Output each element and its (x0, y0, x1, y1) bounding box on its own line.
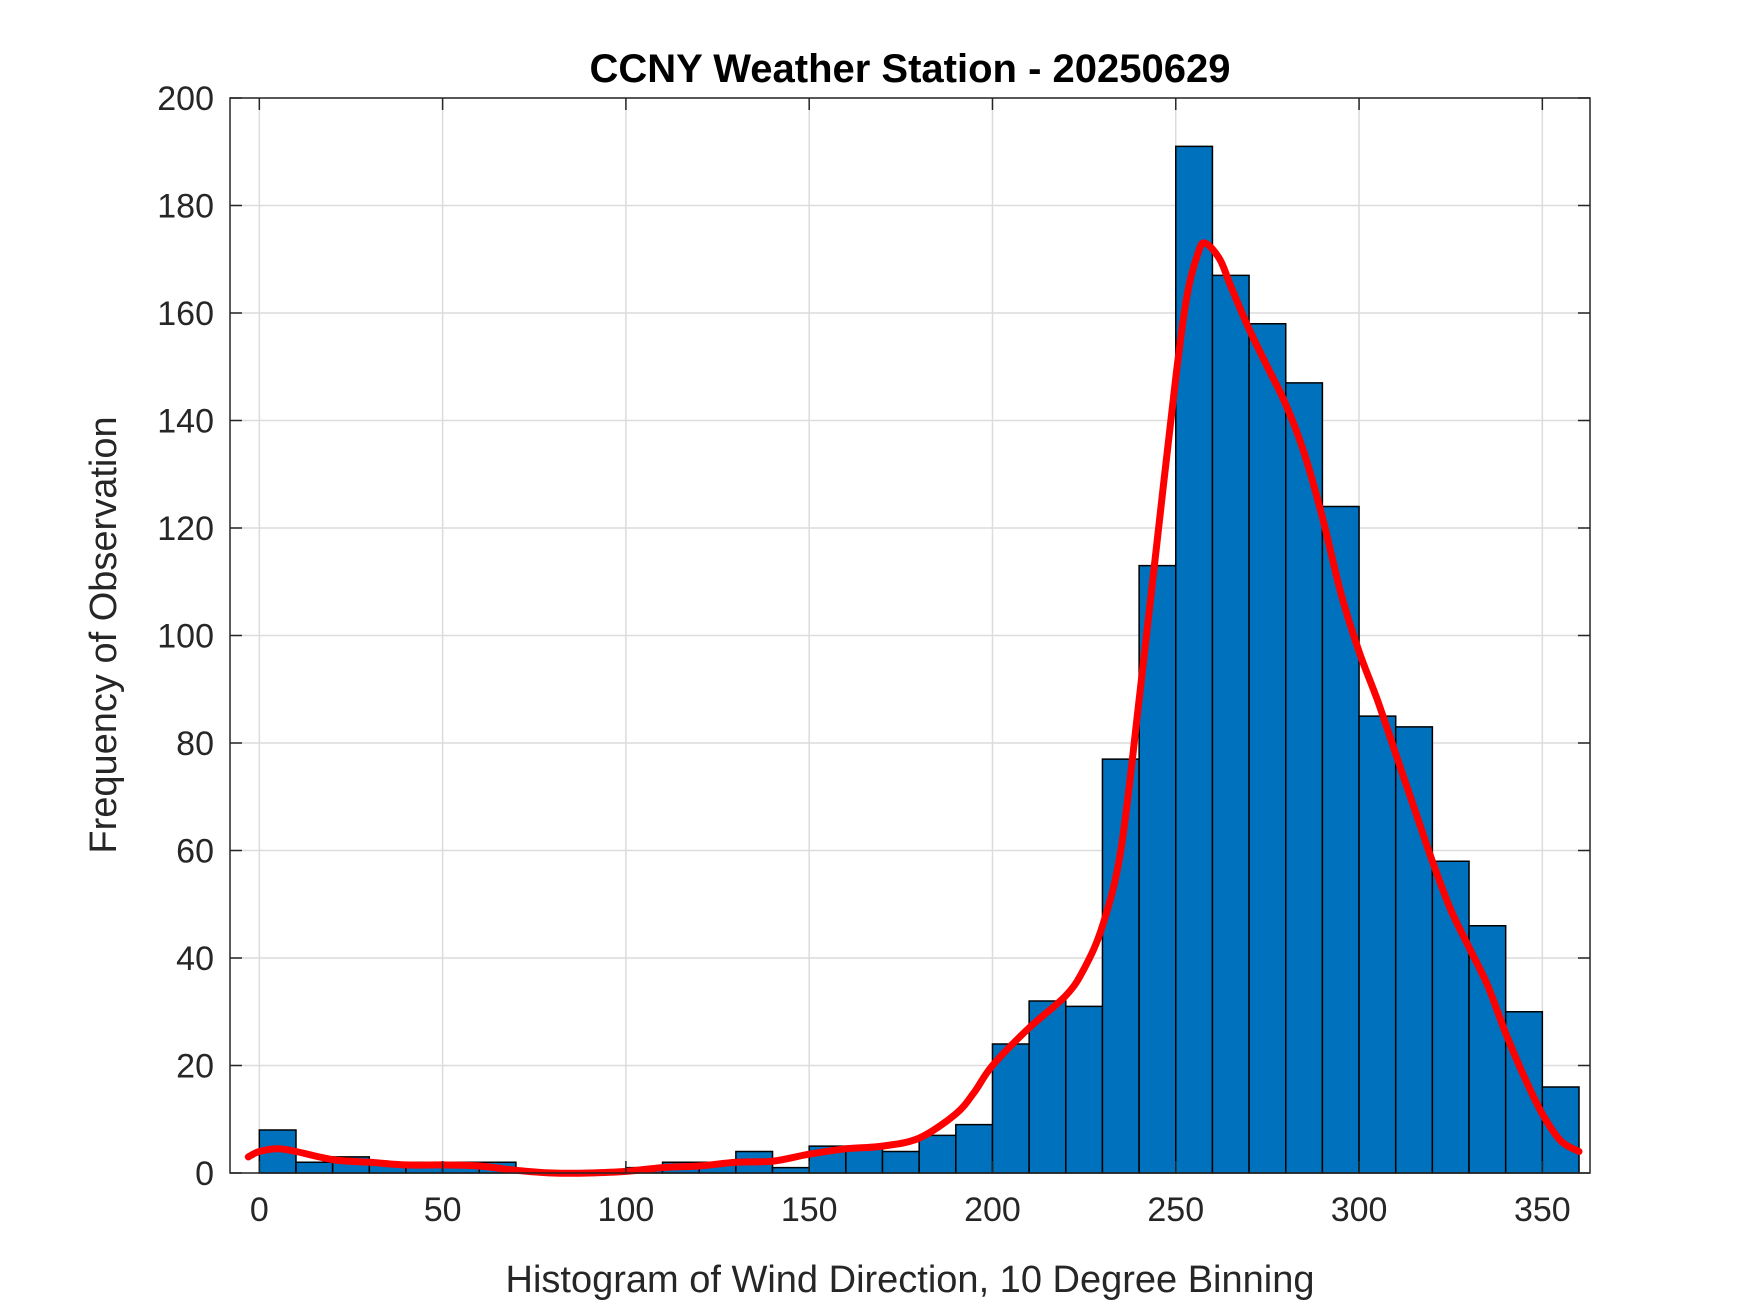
histogram-bar-34 (1504, 1011, 1544, 1174)
x-tick-label-4: 200 (964, 1191, 1021, 1229)
histogram-bar-25 (1175, 145, 1214, 1174)
y-tick-label-3: 60 (176, 833, 214, 871)
fit-curve (244, 239, 1583, 1177)
y-tick-label-8: 160 (157, 295, 214, 333)
x-tick-label-0: 0 (250, 1191, 269, 1229)
y-tick-label-2: 40 (176, 940, 214, 978)
chart-title: CCNY Weather Station - 20250629 (590, 47, 1231, 91)
histogram-bar-30 (1358, 715, 1397, 1174)
histogram-bar-27 (1248, 323, 1287, 1174)
histogram-bar-23 (1101, 758, 1140, 1174)
y-tick-label-4: 80 (176, 725, 214, 763)
histogram-bar-22 (1065, 1005, 1104, 1174)
x-tick-label-2: 100 (598, 1191, 655, 1229)
x-tick-label-5: 250 (1147, 1191, 1204, 1229)
y-tick-label-6: 120 (157, 510, 214, 548)
x-tick-label-3: 150 (781, 1191, 838, 1229)
histogram-bar-19 (955, 1123, 994, 1174)
y-tick-label-9: 180 (157, 188, 214, 226)
x-axis-label: Histogram of Wind Direction, 10 Degree B… (506, 1259, 1315, 1301)
x-tick-labels: 0 50 100 150 200 250 300 350 (250, 1191, 1571, 1229)
y-tick-label-0: 0 (195, 1155, 214, 1193)
histogram-bar-17 (881, 1150, 920, 1174)
histogram-bar-1 (295, 1161, 334, 1174)
y-axis-label: Frequency of Observation (83, 416, 125, 853)
histogram-bar-14 (771, 1166, 810, 1174)
histogram-bar-29 (1321, 505, 1360, 1174)
y-tick-label-10: 200 (157, 80, 214, 118)
histogram-bar-18 (918, 1134, 957, 1174)
y-tick-labels: 0 20 40 60 80 100 120 140 160 180 200 (157, 80, 214, 1193)
histogram-bar-31 (1394, 726, 1434, 1174)
x-tick-label-1: 50 (424, 1191, 462, 1229)
fit-line-group (244, 239, 1583, 1177)
histogram-bar-35 (1541, 1086, 1580, 1174)
y-tick-label-1: 20 (176, 1048, 214, 1086)
x-tick-label-7: 350 (1514, 1191, 1571, 1229)
axis-ticks (230, 97, 1590, 1174)
histogram-bar-26 (1211, 274, 1250, 1174)
y-tick-label-7: 140 (157, 403, 214, 441)
x-tick-label-6: 300 (1331, 1191, 1388, 1229)
y-tick-label-5: 100 (157, 618, 214, 656)
